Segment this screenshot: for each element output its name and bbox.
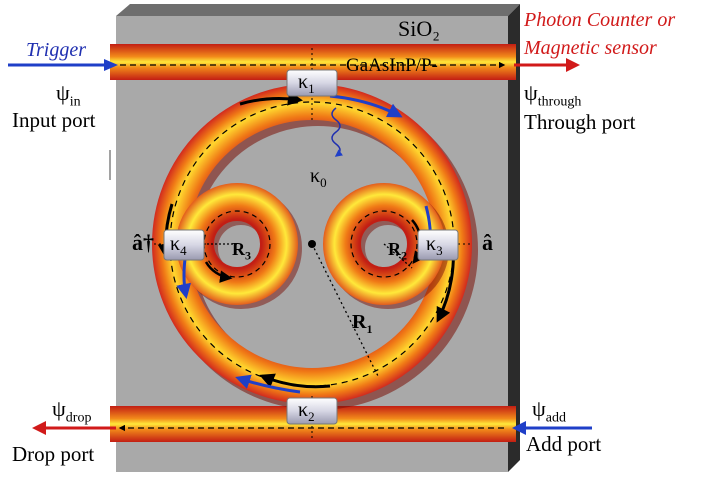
big-ring-arrow-bottom [259, 373, 331, 389]
trigger-label: Trigger [26, 39, 87, 61]
kappa0-label: κ0 [310, 166, 327, 189]
kappa3-sub: 3 [436, 243, 443, 258]
drop-output-arrow-head [32, 421, 46, 435]
psi-in-label: ψin [56, 82, 81, 109]
kappa0-sub: 0 [320, 175, 327, 190]
add-port-label: Add port [526, 432, 602, 456]
input-port-label: Input port [12, 108, 96, 132]
r2-sub: 2 [401, 248, 407, 263]
kappa-symbol: κ [170, 233, 181, 255]
psi-symbol: ψ [524, 80, 538, 105]
coupler-k4 [163, 229, 205, 261]
r-symbol: R [232, 239, 245, 259]
psi-add-label: ψadd [532, 398, 566, 425]
drop-port-label: Drop port [12, 442, 95, 466]
kappa4-label: κ4 [170, 234, 187, 257]
a-dagger-label: â† [132, 230, 154, 255]
r1-sub: 1 [366, 322, 373, 336]
kappa4-sub: 4 [180, 243, 187, 258]
kappa1-sub: 1 [308, 81, 315, 96]
coupler-k2 [286, 397, 338, 425]
r-symbol: R [352, 311, 367, 333]
kappa2-label: κ2 [298, 400, 315, 423]
right-ring-path [350, 210, 418, 278]
psi-symbol: ψ [52, 396, 66, 421]
material-label: GaAsInP/P- [346, 55, 438, 76]
kappa2-sub: 2 [308, 409, 315, 424]
kappa1-label: κ1 [298, 72, 315, 95]
through-port-label: Through port [524, 110, 636, 134]
kappa-symbol: κ [298, 399, 309, 421]
kappa3-label: κ3 [426, 234, 443, 257]
coupler-k3 [417, 229, 459, 261]
psi-drop-label: ψdrop [52, 398, 91, 425]
kappa-symbol: κ [426, 233, 437, 255]
r1-label: R1 [352, 312, 372, 335]
r-symbol: R [388, 239, 401, 259]
r3-label: R3 [232, 240, 251, 262]
kappa-symbol: κ [310, 165, 321, 187]
substrate-label: SiO₂ [398, 16, 440, 41]
psi-through-sub: through [537, 94, 582, 110]
detector-label-line1: Photon Counter or [524, 9, 676, 31]
psi-add-sub: add [545, 410, 566, 426]
add-input-arrow-head [512, 421, 526, 435]
r3-sub: 3 [245, 248, 251, 263]
through-output-arrow-head [566, 58, 580, 72]
coupling-arrow-k1 [329, 94, 403, 118]
psi-symbol: ψ [532, 396, 546, 421]
detector-label-line2: Magnetic sensor [524, 37, 657, 59]
a-hat-label: â [482, 230, 493, 255]
big-ring-arrow-top [239, 90, 303, 106]
psi-symbol: ψ [56, 80, 70, 105]
substrate-side-face [508, 4, 520, 472]
coupler-k1 [286, 69, 338, 97]
kappa-symbol: κ [298, 71, 309, 93]
left-ring-arrow [204, 261, 233, 283]
trigger-arrow-head [104, 59, 118, 71]
psi-drop-sub: drop [65, 410, 92, 426]
substrate-top-face [116, 4, 520, 16]
psi-in-sub: in [69, 94, 81, 110]
loss-kappa0-wave [331, 107, 344, 157]
psi-through-label: ψthrough [524, 82, 581, 109]
coupling-arrow-k2 [235, 374, 301, 394]
r2-label: R2 [388, 240, 407, 262]
